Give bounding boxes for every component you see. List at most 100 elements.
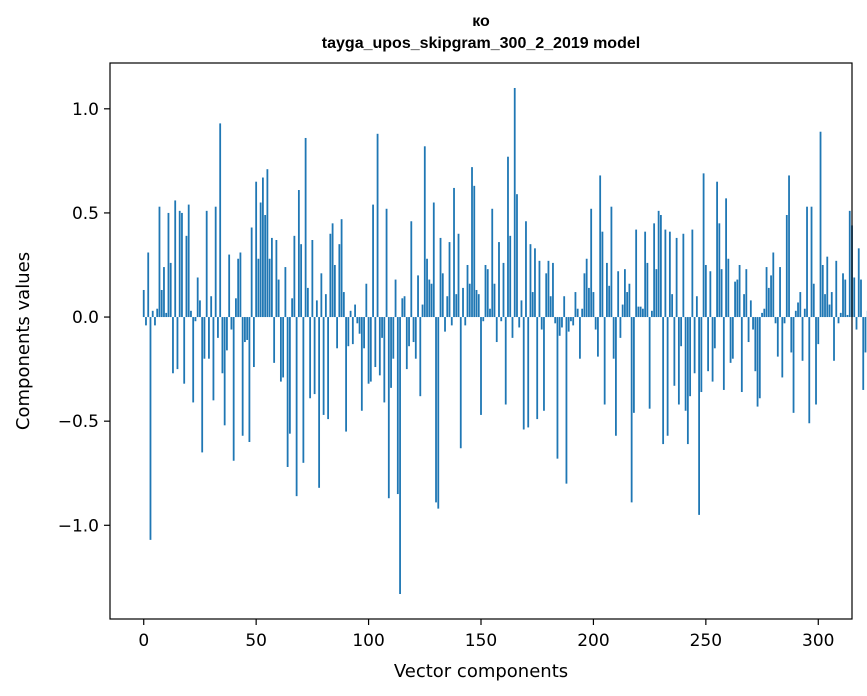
bar-296	[808, 317, 811, 424]
bar-248	[700, 317, 703, 393]
bar-166	[516, 194, 518, 318]
bar-281	[774, 317, 777, 324]
y-tick-label-2: 0.0	[72, 308, 99, 328]
bar-125	[423, 146, 426, 318]
bar-294	[803, 308, 806, 318]
bar-249	[702, 173, 705, 318]
chart-title-line-2: tayga_upos_skipgram_300_2_2019 model	[321, 35, 641, 52]
bar-85	[333, 264, 336, 318]
bar-313	[846, 314, 849, 318]
bar-167	[518, 317, 521, 328]
bar-173	[531, 292, 534, 318]
bar-190	[570, 317, 572, 322]
bar-102	[372, 204, 374, 318]
bar-30	[210, 296, 213, 318]
bar-163	[509, 235, 512, 318]
bar-120	[412, 317, 415, 343]
bar-115	[401, 298, 404, 318]
bar-94	[354, 304, 356, 318]
bar-53	[262, 177, 264, 318]
bar-139	[455, 294, 458, 318]
bar-289	[792, 317, 795, 413]
bar-172	[529, 244, 532, 318]
bar-210	[615, 317, 617, 436]
bar-320	[862, 317, 865, 390]
bar-6	[156, 308, 159, 318]
bar-169	[522, 317, 525, 430]
bar-41	[235, 298, 237, 318]
bar-222	[641, 308, 644, 318]
bar-59	[275, 240, 278, 318]
bar-127	[428, 279, 431, 318]
bar-264	[736, 279, 739, 318]
bar-257	[720, 269, 723, 318]
bar-54	[264, 215, 267, 318]
bar-195	[581, 308, 584, 318]
bar-93	[351, 317, 354, 345]
bar-2	[147, 252, 150, 318]
bar-212	[619, 317, 622, 338]
bar-165	[513, 87, 516, 318]
bar-111	[392, 317, 395, 359]
bar-295	[806, 206, 808, 318]
bar-80	[322, 317, 325, 415]
bar-31	[212, 317, 215, 401]
bar-119	[410, 221, 413, 318]
bar-235	[671, 294, 674, 318]
bar-266	[740, 317, 743, 393]
bar-293	[801, 317, 804, 361]
bar-270	[749, 300, 752, 318]
bar-65	[288, 317, 291, 434]
x-tick-label-1: 50	[245, 631, 267, 651]
bar-182	[552, 262, 554, 318]
bar-291	[797, 302, 799, 318]
bar-187	[563, 296, 566, 318]
bar-159	[500, 317, 503, 322]
bar-9	[163, 267, 165, 318]
bar-34	[219, 123, 222, 318]
bar-45	[244, 317, 246, 343]
y-axis-label: Components values	[13, 252, 34, 430]
bar-206	[606, 262, 608, 318]
bar-279	[770, 275, 772, 318]
bar-137	[450, 317, 453, 326]
bar-70	[300, 244, 303, 318]
bar-243	[689, 317, 692, 397]
bar-61	[279, 317, 282, 382]
bar-275	[761, 312, 763, 318]
bar-183	[554, 317, 557, 324]
bar-1	[145, 317, 147, 326]
bar-290	[794, 310, 797, 318]
bar-143	[464, 317, 467, 326]
x-tick-label-4: 200	[577, 631, 609, 651]
bar-133	[441, 273, 444, 318]
bar-52	[259, 202, 262, 318]
bar-318	[857, 248, 860, 318]
bar-176	[538, 260, 541, 318]
bar-129	[432, 202, 435, 318]
bar-89	[342, 292, 345, 318]
bar-242	[686, 317, 689, 445]
bar-60	[277, 279, 280, 318]
bar-32	[214, 206, 217, 318]
bar-273	[756, 317, 759, 407]
bar-246	[695, 296, 698, 318]
bar-263	[734, 281, 736, 318]
bar-128	[430, 283, 433, 318]
bar-121	[414, 317, 417, 359]
bar-57	[270, 237, 273, 318]
bar-251	[707, 317, 709, 372]
bar-117	[405, 317, 408, 370]
bar-87	[338, 244, 341, 318]
bar-304	[826, 256, 829, 318]
bar-8	[160, 289, 163, 318]
bar-95	[356, 317, 359, 324]
bar-84	[331, 223, 334, 318]
bar-308	[835, 260, 838, 318]
bar-29	[208, 317, 210, 359]
bar-229	[657, 210, 660, 318]
bar-164	[511, 317, 514, 338]
bar-75	[311, 240, 314, 318]
bar-62	[282, 317, 285, 378]
